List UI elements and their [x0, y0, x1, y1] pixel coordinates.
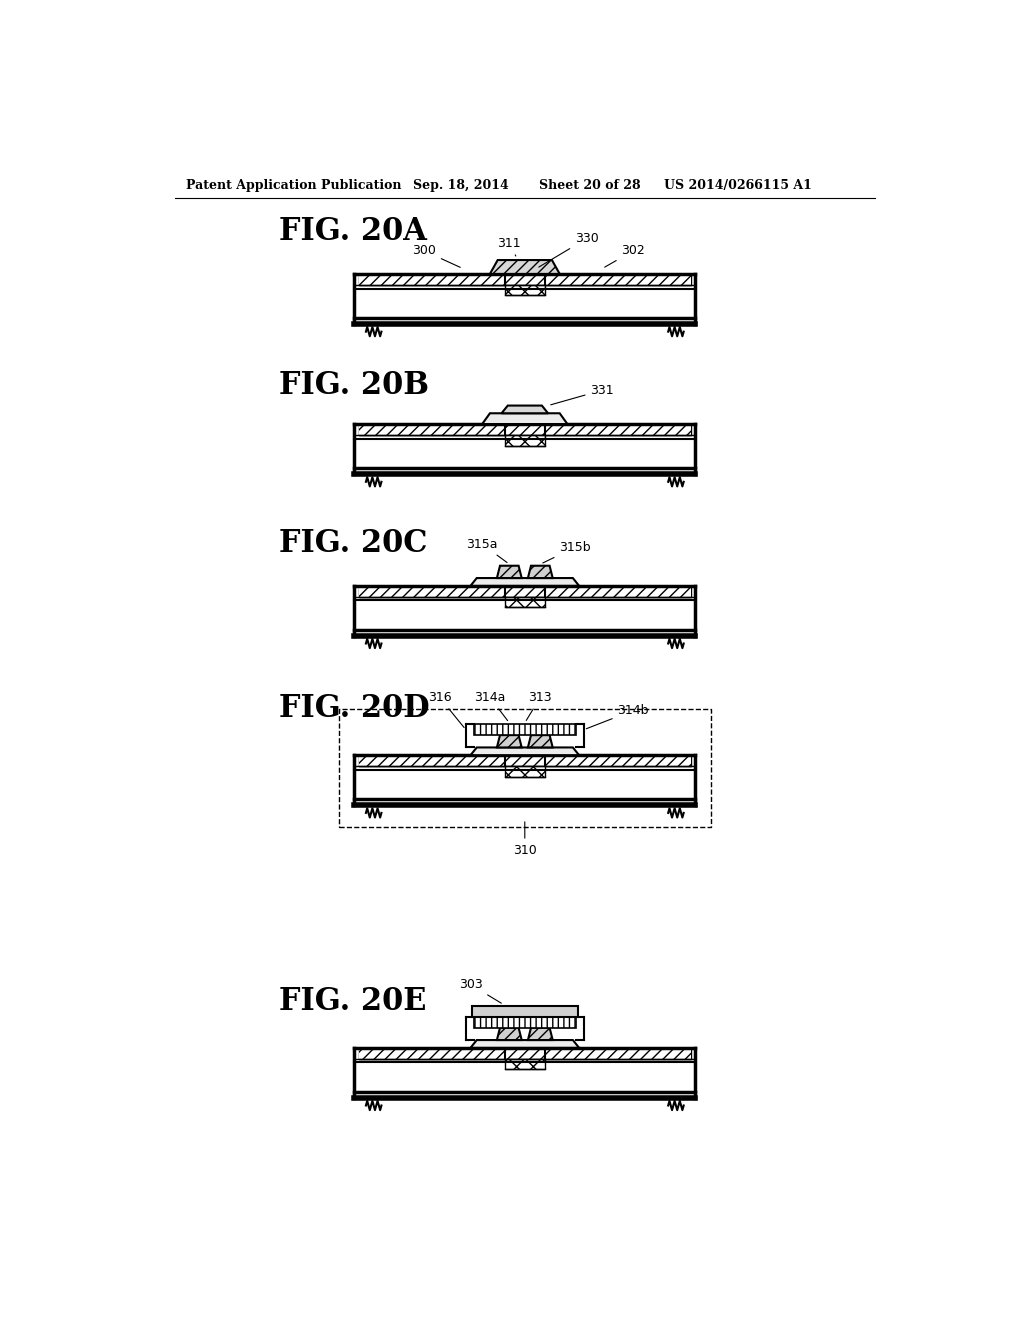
Text: 314b: 314b — [587, 704, 649, 729]
Text: FIG. 20C: FIG. 20C — [280, 528, 428, 558]
Bar — [505, 1059, 545, 1069]
Bar — [472, 1006, 578, 1016]
Bar — [545, 755, 690, 766]
Bar — [339, 709, 711, 826]
Text: 330: 330 — [539, 232, 599, 267]
Text: 315a: 315a — [466, 537, 507, 562]
Text: 331: 331 — [551, 384, 614, 405]
Polygon shape — [502, 405, 548, 413]
Text: 314a: 314a — [474, 690, 508, 721]
Bar — [359, 755, 690, 766]
Polygon shape — [497, 1028, 521, 1040]
Text: Sheet 20 of 28: Sheet 20 of 28 — [539, 178, 640, 191]
Bar — [359, 586, 690, 597]
Text: 303: 303 — [459, 978, 502, 1003]
Text: Sep. 18, 2014: Sep. 18, 2014 — [414, 178, 509, 191]
Bar — [545, 424, 690, 434]
Text: 300: 300 — [412, 244, 460, 268]
Polygon shape — [482, 413, 567, 424]
Bar — [359, 1048, 505, 1059]
Polygon shape — [528, 566, 553, 578]
Text: Patent Application Publication: Patent Application Publication — [186, 178, 401, 191]
Bar — [359, 275, 690, 285]
Bar — [474, 1016, 575, 1028]
Polygon shape — [497, 566, 521, 578]
Polygon shape — [528, 735, 553, 747]
Polygon shape — [489, 260, 560, 275]
Bar — [505, 766, 545, 776]
Bar — [359, 424, 690, 434]
Bar — [545, 586, 690, 597]
Text: FIG. 20B: FIG. 20B — [280, 370, 429, 401]
Bar — [359, 1048, 690, 1059]
Text: 315b: 315b — [543, 541, 591, 562]
Bar — [505, 285, 545, 296]
Bar — [474, 725, 575, 735]
Bar — [545, 1048, 690, 1059]
Polygon shape — [471, 747, 579, 755]
Text: FIG. 20E: FIG. 20E — [280, 986, 427, 1016]
Bar — [359, 275, 505, 285]
Text: 316: 316 — [428, 690, 464, 727]
Text: 302: 302 — [605, 244, 645, 267]
Text: 311: 311 — [498, 236, 521, 256]
Text: 313: 313 — [526, 690, 552, 721]
Text: US 2014/0266115 A1: US 2014/0266115 A1 — [665, 178, 812, 191]
Polygon shape — [471, 578, 579, 586]
Bar — [359, 755, 505, 766]
Text: FIG. 20A: FIG. 20A — [280, 216, 427, 247]
Bar — [505, 434, 545, 446]
Text: FIG. 20D: FIG. 20D — [280, 693, 430, 725]
Polygon shape — [528, 1028, 553, 1040]
Bar — [359, 424, 505, 434]
Bar — [505, 597, 545, 607]
Bar — [545, 275, 690, 285]
Polygon shape — [471, 1040, 579, 1048]
Polygon shape — [497, 735, 521, 747]
Bar — [359, 586, 505, 597]
Text: 310: 310 — [513, 822, 537, 857]
